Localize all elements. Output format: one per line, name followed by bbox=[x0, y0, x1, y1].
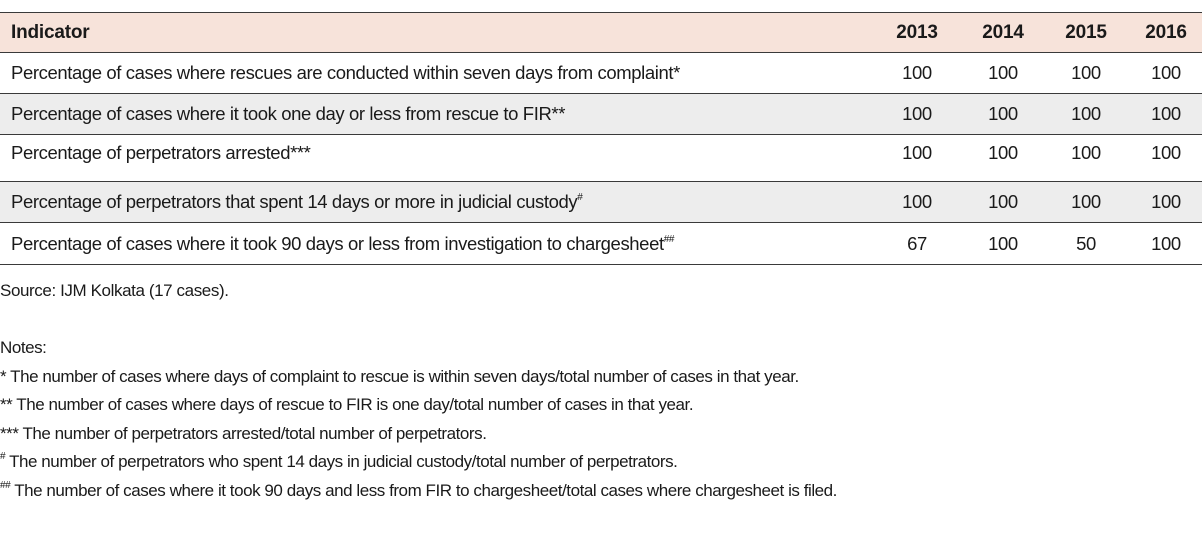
value-cell-2015: 50 bbox=[1076, 232, 1096, 254]
value-cell-2014: 100 bbox=[988, 62, 1018, 83]
header-indicator: Indicator bbox=[11, 21, 90, 43]
indicator-text: Percentage of cases where rescues are co… bbox=[11, 62, 680, 83]
value-cell-2013: 67 bbox=[907, 232, 927, 254]
value-cell-2013: 100 bbox=[902, 191, 932, 212]
indicator-cell: Percentage of cases where it took 90 day… bbox=[0, 233, 869, 255]
indicator-cell: Percentage of cases where rescues are co… bbox=[0, 62, 869, 84]
source-note: Source: IJM Kolkata (17 cases). bbox=[0, 281, 229, 300]
note-item: ** The number of cases where days of res… bbox=[0, 391, 837, 420]
value-cell-2016: 100 bbox=[1151, 232, 1181, 254]
indicator-cell: Percentage of perpetrators that spent 14… bbox=[0, 191, 869, 213]
table-row: Percentage of cases where it took 90 day… bbox=[0, 223, 1202, 264]
footnote-mark: # bbox=[0, 451, 6, 462]
header-year-2016: 2016 bbox=[1145, 21, 1187, 43]
footnote-mark: ## bbox=[663, 233, 675, 245]
header-year-2015: 2015 bbox=[1065, 21, 1107, 43]
value-cell-2016: 100 bbox=[1151, 62, 1181, 83]
note-item: ## The number of cases where it took 90 … bbox=[0, 477, 837, 506]
note-item: *** The number of perpetrators arrested/… bbox=[0, 420, 837, 449]
value-cell-2016: 100 bbox=[1151, 142, 1181, 163]
header-year-2013: 2013 bbox=[896, 21, 938, 43]
value-cell-2015: 100 bbox=[1071, 103, 1101, 124]
value-cell-2013: 100 bbox=[902, 62, 932, 83]
note-text: * The number of cases where days of comp… bbox=[0, 366, 799, 386]
table-row: Percentage of perpetrators that spent 14… bbox=[0, 182, 1202, 223]
value-cell-2013: 100 bbox=[902, 142, 932, 163]
value-cell-2014: 100 bbox=[988, 232, 1018, 254]
value-cell-2015: 100 bbox=[1071, 142, 1101, 163]
header-year-2014: 2014 bbox=[982, 21, 1024, 43]
note-item: # The number of perpetrators who spent 1… bbox=[0, 448, 837, 477]
note-text: ** The number of cases where days of res… bbox=[0, 395, 694, 414]
indicator-text: Percentage of cases where it took one da… bbox=[11, 103, 566, 124]
footnote-mark: ## bbox=[0, 479, 11, 491]
indicator-cell: Percentage of cases where it took one da… bbox=[0, 103, 869, 125]
value-cell-2016: 100 bbox=[1151, 191, 1181, 212]
value-cell-2016: 100 bbox=[1151, 103, 1181, 124]
value-cell-2014: 100 bbox=[988, 142, 1018, 163]
note-text: The number of cases where it took 90 day… bbox=[10, 480, 837, 500]
indicator-table: Indicator 2013 2014 2015 2016 Percentage… bbox=[0, 12, 1202, 265]
note-text: *** The number of perpetrators arrested/… bbox=[0, 423, 487, 443]
table-row: Percentage of cases where it took one da… bbox=[0, 94, 1202, 135]
notes-heading: Notes: bbox=[0, 338, 47, 357]
table-row: Percentage of cases where rescues are co… bbox=[0, 53, 1202, 94]
note-item: * The number of cases where days of comp… bbox=[0, 363, 837, 392]
indicator-text: Percentage of perpetrators that spent 14… bbox=[11, 191, 578, 212]
indicator-cell: Percentage of perpetrators arrested*** bbox=[0, 135, 869, 164]
value-cell-2013: 100 bbox=[902, 103, 932, 124]
footnote-mark: # bbox=[577, 192, 583, 203]
value-cell-2015: 100 bbox=[1071, 191, 1101, 212]
indicator-text: Percentage of perpetrators arrested*** bbox=[11, 142, 311, 163]
indicator-text: Percentage of cases where it took 90 day… bbox=[11, 232, 664, 254]
note-text: The number of perpetrators who spent 14 … bbox=[5, 452, 678, 471]
value-cell-2014: 100 bbox=[988, 191, 1018, 212]
value-cell-2014: 100 bbox=[988, 103, 1018, 124]
table-header-row: Indicator 2013 2014 2015 2016 bbox=[0, 13, 1202, 53]
notes-section: Notes: * The number of cases where days … bbox=[0, 334, 837, 505]
value-cell-2015: 100 bbox=[1071, 62, 1101, 83]
table-row: Percentage of perpetrators arrested*** 1… bbox=[0, 135, 1202, 182]
